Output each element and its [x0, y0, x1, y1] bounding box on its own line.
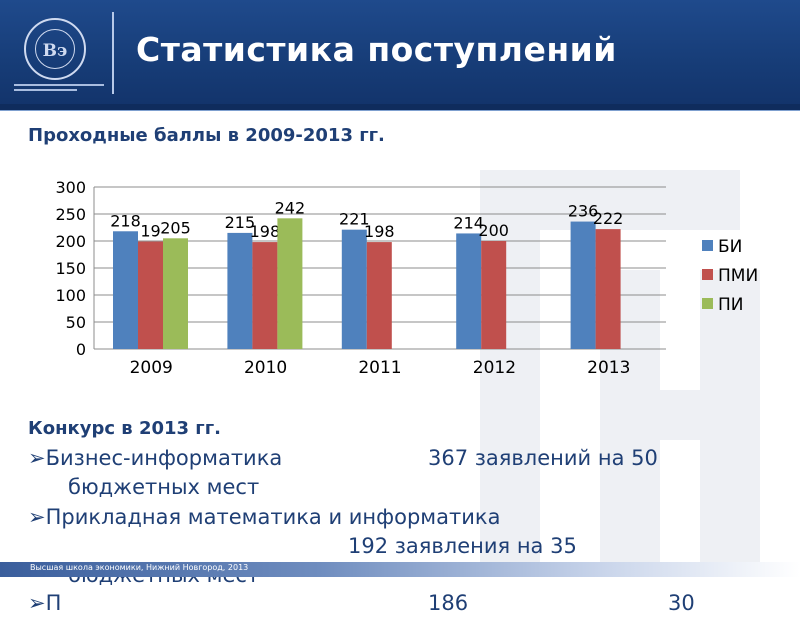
- bar-БИ: [341, 229, 367, 349]
- logo-mark-icon: Вэ: [43, 41, 68, 61]
- contest-text: 192 заявления на 35: [348, 534, 577, 558]
- bar-ПМИ: [252, 242, 278, 349]
- bar-БИ: [570, 221, 596, 349]
- x-tick-label: 2013: [587, 358, 630, 378]
- legend-swatch: [702, 269, 713, 280]
- logo-emblem: [35, 29, 75, 69]
- contest-line: ➢П: [28, 589, 61, 618]
- legend-swatch: [702, 240, 713, 251]
- y-tick-label: 100: [55, 286, 86, 305]
- bar-ПИ: [163, 238, 188, 349]
- bullet-arrow-icon: ➢: [28, 505, 46, 529]
- legend-label: ПМИ: [718, 266, 758, 286]
- bar-ПМИ: [366, 242, 392, 349]
- x-tick-label: 2009: [130, 358, 173, 378]
- contest-line: 367 заявлений на 50: [428, 444, 658, 473]
- contest-line: бюджетных мест: [68, 473, 259, 502]
- hse-logo: Вэ: [24, 18, 86, 80]
- bar-ПМИ: [595, 229, 621, 349]
- bar-БИ: [113, 231, 138, 349]
- contest-text: 367 заявлений на 50: [428, 446, 658, 470]
- legend-label: ПИ: [718, 295, 744, 315]
- bar-БИ: [456, 233, 482, 349]
- contest-line: 186: [428, 589, 468, 618]
- contest-line: ➢Бизнес-информатика: [28, 444, 282, 473]
- data-label: 242: [275, 198, 306, 217]
- data-label: 221: [339, 210, 370, 229]
- x-tick-label: 2012: [473, 358, 516, 378]
- x-tick-label: 2010: [244, 358, 287, 378]
- y-tick-label: 250: [55, 205, 86, 224]
- contest-text: 30: [668, 591, 695, 615]
- page-title: Статистика поступлений: [136, 30, 617, 69]
- y-tick-label: 150: [55, 259, 86, 278]
- data-label: 198: [364, 222, 395, 241]
- data-label: 215: [225, 213, 256, 232]
- contest-text: 186: [428, 591, 469, 615]
- footer-bar: Высшая школа экономики, Нижний Новгород,…: [0, 562, 800, 577]
- header-divider: [112, 12, 114, 94]
- contest-line: ➢Прикладная математика и информатика: [28, 503, 500, 532]
- bar-БИ: [227, 232, 253, 349]
- bullet-arrow-icon: ➢: [28, 591, 46, 615]
- data-label: 218: [110, 211, 141, 230]
- chart-subtitle: Проходные баллы в 2009-2013 гг.: [28, 125, 385, 146]
- data-label: 214: [453, 213, 484, 232]
- contest-text: бюджетных мест: [68, 475, 260, 499]
- contest-line: 192 заявления на 35: [348, 532, 577, 561]
- legend-swatch: [702, 298, 713, 309]
- svg-text:Вэ: Вэ: [43, 41, 68, 61]
- data-label: 200: [478, 221, 509, 240]
- data-label: 19: [140, 222, 160, 241]
- header-bar: Вэ Статистика поступлений: [0, 0, 800, 111]
- bar-ПМИ: [481, 241, 507, 349]
- footer-text: Высшая школа экономики, Нижний Новгород,…: [30, 563, 249, 572]
- watermark-emblem: [480, 170, 760, 570]
- bullet-arrow-icon: ➢: [28, 446, 46, 470]
- data-label: 236: [568, 202, 599, 221]
- contest-title: Конкурс в 2013 гг.: [28, 418, 221, 439]
- y-tick-label: 0: [76, 340, 86, 359]
- data-label: 205: [160, 218, 191, 237]
- bar-ПИ: [277, 218, 303, 349]
- contest-line: 30: [668, 589, 695, 618]
- y-tick-label: 300: [55, 178, 86, 197]
- y-tick-label: 50: [66, 313, 86, 332]
- logo-caption: [14, 84, 104, 94]
- contest-text: Бизнес-информатика: [45, 446, 283, 470]
- data-label: 222: [593, 209, 624, 228]
- bar-ПМИ: [138, 241, 163, 349]
- header-stripe: [0, 104, 800, 111]
- data-label: 198: [250, 222, 281, 241]
- y-tick-label: 200: [55, 232, 86, 251]
- contest-text: Прикладная математика и информатика: [45, 505, 501, 529]
- legend-label: БИ: [718, 237, 742, 257]
- x-tick-label: 2011: [358, 358, 401, 378]
- contest-text: П: [45, 591, 62, 615]
